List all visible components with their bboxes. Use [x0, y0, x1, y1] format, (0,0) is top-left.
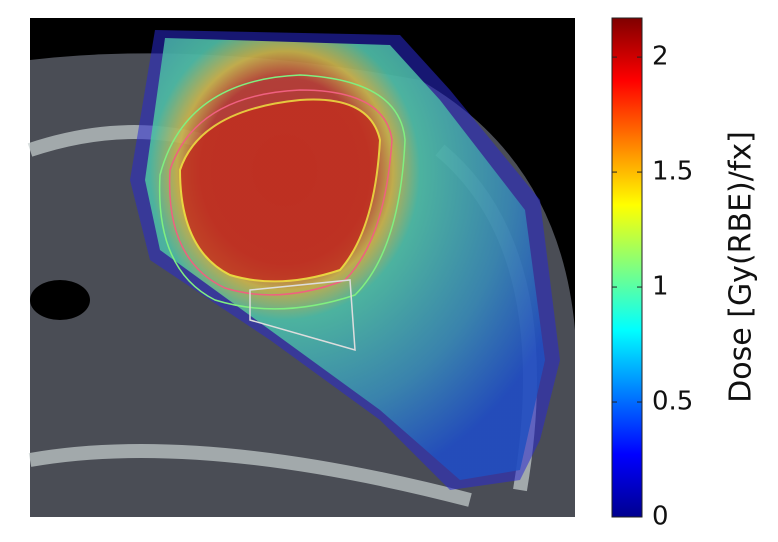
ct-airway	[30, 280, 90, 320]
high-dose-region	[178, 98, 382, 283]
colorbar-label: Dose [Gy(RBE)/fx]	[724, 131, 759, 403]
colorbar-tick-label: 2	[652, 42, 669, 72]
colorbar-tick-label: 1	[652, 272, 669, 302]
dose-contour	[158, 74, 406, 310]
dose-contour	[168, 89, 393, 296]
colorbar	[611, 17, 643, 518]
colorbar-tick-label: 0	[652, 502, 669, 532]
colorbar-tick-label: 0.5	[652, 387, 693, 417]
dose-image	[27, 18, 575, 517]
structure-contour	[249, 279, 356, 352]
colorbar-tick-label: 1.5	[652, 157, 693, 187]
